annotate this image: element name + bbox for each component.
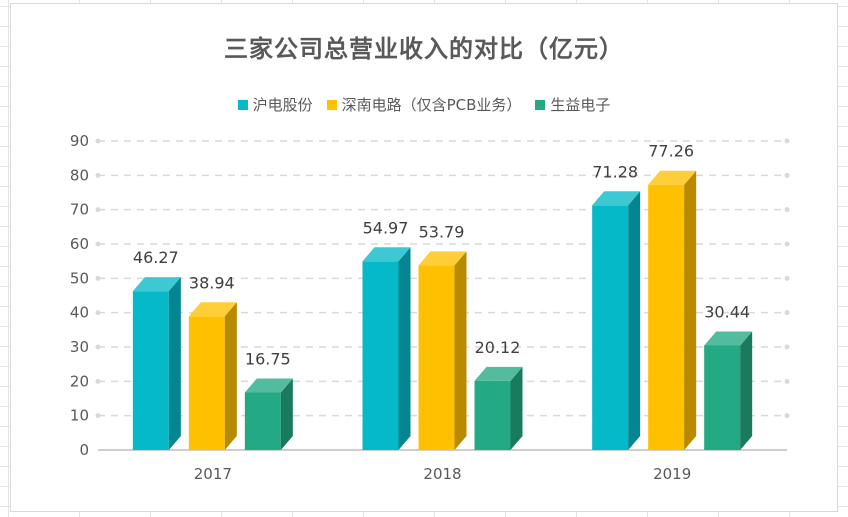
gridline-end-dot [784, 344, 790, 350]
bar [362, 261, 399, 450]
legend-swatch-hudian [237, 99, 248, 110]
gridline-end-dot [784, 172, 790, 178]
bar-top [188, 302, 237, 317]
legend-item-shengyi: 生益电子 [535, 94, 610, 115]
bar-side [510, 366, 523, 450]
gridline-end-dot [784, 378, 790, 384]
bar-side [398, 247, 411, 450]
x-tick-label: 2017 [194, 465, 232, 483]
data-label: 16.75 [245, 349, 291, 368]
gridline-end-dot [95, 275, 101, 281]
bar [704, 345, 741, 450]
data-label: 53.79 [419, 222, 465, 241]
plot-area: 0 10 20 30 40 50 60 70 80 90 46.27 38.94 16.75 2017 54… [70, 132, 790, 483]
gridline-end-dot [95, 138, 101, 144]
gridline-end-dot [95, 207, 101, 213]
gridline-end-dot [784, 413, 790, 419]
bar [474, 380, 511, 450]
bar-top [132, 277, 181, 292]
bar [132, 291, 169, 450]
bar-side [740, 331, 753, 450]
legend-item-shennan: 深南电路（仅含PCB业务） [326, 94, 522, 115]
bar-side [168, 277, 181, 450]
legend-label-shennan: 深南电路（仅含PCB业务） [341, 96, 522, 114]
y-tick-label: 30 [70, 338, 89, 356]
bar-top [362, 247, 411, 262]
gridline-end-dot [784, 275, 790, 281]
y-tick-label: 60 [70, 235, 89, 253]
y-tick-label: 40 [70, 304, 89, 322]
legend-swatch-shennan [326, 99, 337, 110]
data-label: 46.27 [133, 248, 179, 267]
data-label: 38.94 [189, 273, 235, 292]
bar [418, 265, 455, 450]
legend-item-hudian: 沪电股份 [237, 94, 313, 115]
gridline-end-dot [95, 310, 101, 316]
data-label: 30.44 [704, 302, 750, 321]
bar [592, 205, 629, 450]
gridline-end-dot [784, 207, 790, 213]
bar [244, 392, 281, 450]
gridline-end-dot [784, 138, 790, 144]
data-label: 77.26 [648, 142, 694, 161]
legend-label-hudian: 沪电股份 [252, 96, 313, 114]
data-label: 20.12 [475, 338, 521, 357]
legend-swatch-shengyi [535, 99, 546, 110]
bar [648, 184, 685, 450]
gridline-end-dot [95, 378, 101, 384]
y-tick-label: 90 [70, 132, 89, 150]
bar-side [684, 170, 697, 450]
data-label: 71.28 [592, 162, 638, 181]
data-label: 54.97 [363, 218, 409, 237]
y-tick-label: 0 [79, 441, 89, 459]
gridline-end-dot [95, 241, 101, 247]
gridline-end-dot [95, 344, 101, 350]
x-tick-label: 2018 [423, 465, 461, 483]
bar-side [224, 302, 237, 450]
y-tick-label: 70 [70, 201, 89, 219]
bar-side [454, 251, 467, 450]
gridline-end-dot [784, 241, 790, 247]
bar-side [280, 378, 293, 450]
bar-top [704, 331, 753, 346]
legend-label-shengyi: 生益电子 [550, 96, 611, 114]
legend: 沪电股份 深南电路（仅含PCB业务） 生益电子 [11, 94, 837, 115]
gridline-end-dot [784, 310, 790, 316]
gridline-end-dot [95, 413, 101, 419]
gridline-end-dot [95, 172, 101, 178]
bar-top [648, 170, 697, 185]
y-tick-label: 80 [70, 166, 89, 184]
bar-top [418, 251, 467, 266]
bar-top [474, 366, 523, 381]
bar [188, 316, 225, 450]
y-tick-label: 20 [70, 372, 89, 390]
chart-title: 三家公司总营业收入的对比（亿元） [224, 35, 624, 63]
x-tick-label: 2019 [653, 465, 691, 483]
bar-side [628, 191, 641, 450]
y-tick-label: 10 [70, 407, 89, 425]
y-tick-label: 50 [70, 269, 89, 287]
bar-top [592, 191, 641, 206]
bar-top [244, 378, 293, 393]
chart-area[interactable]: 三家公司总营业收入的对比（亿元） 沪电股份 深南电路（仅含PCB业务） 生益电子… [10, 3, 838, 512]
